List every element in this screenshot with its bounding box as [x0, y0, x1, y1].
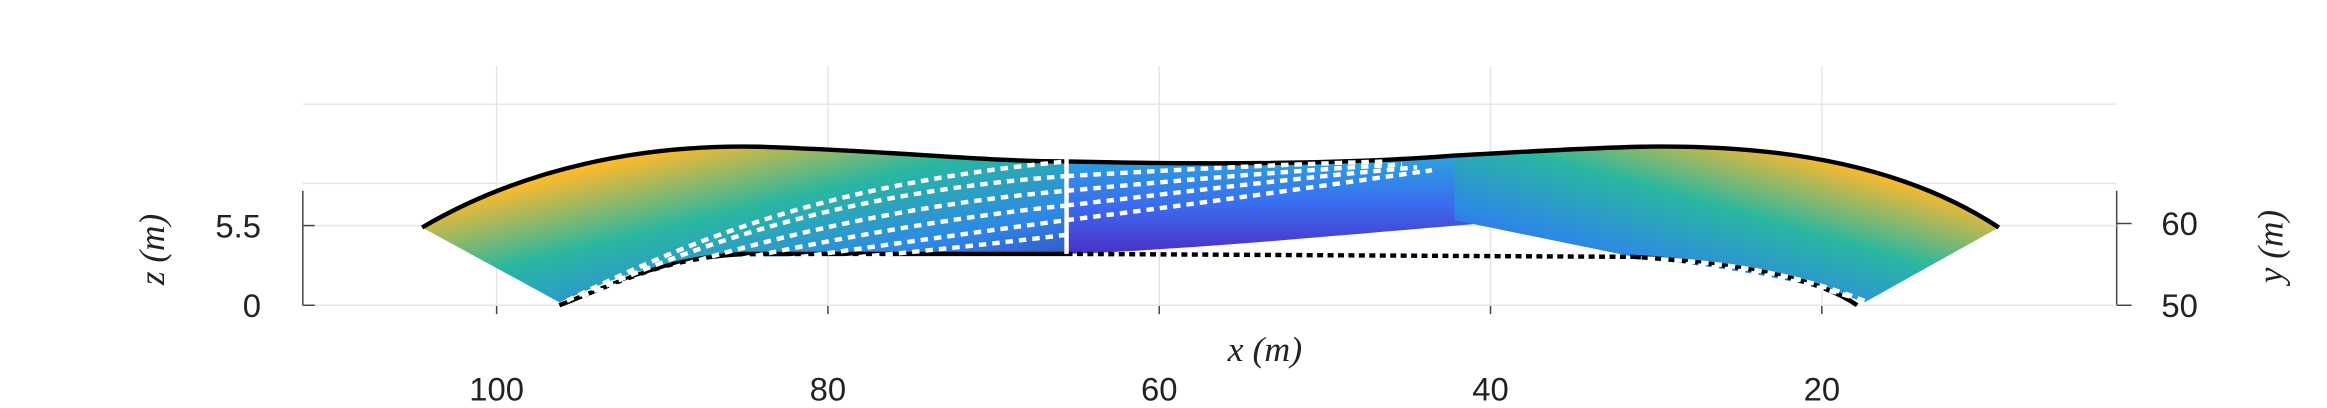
y-axis-label: y (m) [2250, 210, 2290, 286]
surface-edge [1066, 251, 1634, 260]
x-tick-label: 40 [1472, 372, 1508, 408]
z-axis-label: z (m) [132, 214, 172, 286]
z-tick-label: 0 [243, 288, 261, 324]
y-tick-label: 50 [2161, 288, 2197, 324]
surface-edge [420, 144, 2001, 230]
surface [420, 144, 2001, 308]
x-tick-label: 20 [1804, 372, 1840, 408]
x-axis-label: x (m) [1227, 329, 1303, 369]
y-tick-label: 60 [2161, 206, 2197, 242]
surface-right [1454, 146, 1999, 303]
x-tick-label: 60 [1141, 372, 1177, 408]
z-tick-label: 5.5 [215, 209, 261, 245]
surface-center [1066, 152, 1522, 254]
dotted-lines [565, 159, 1866, 303]
x-tick-label: 80 [810, 372, 846, 408]
x-tick-label: 100 [469, 372, 524, 408]
